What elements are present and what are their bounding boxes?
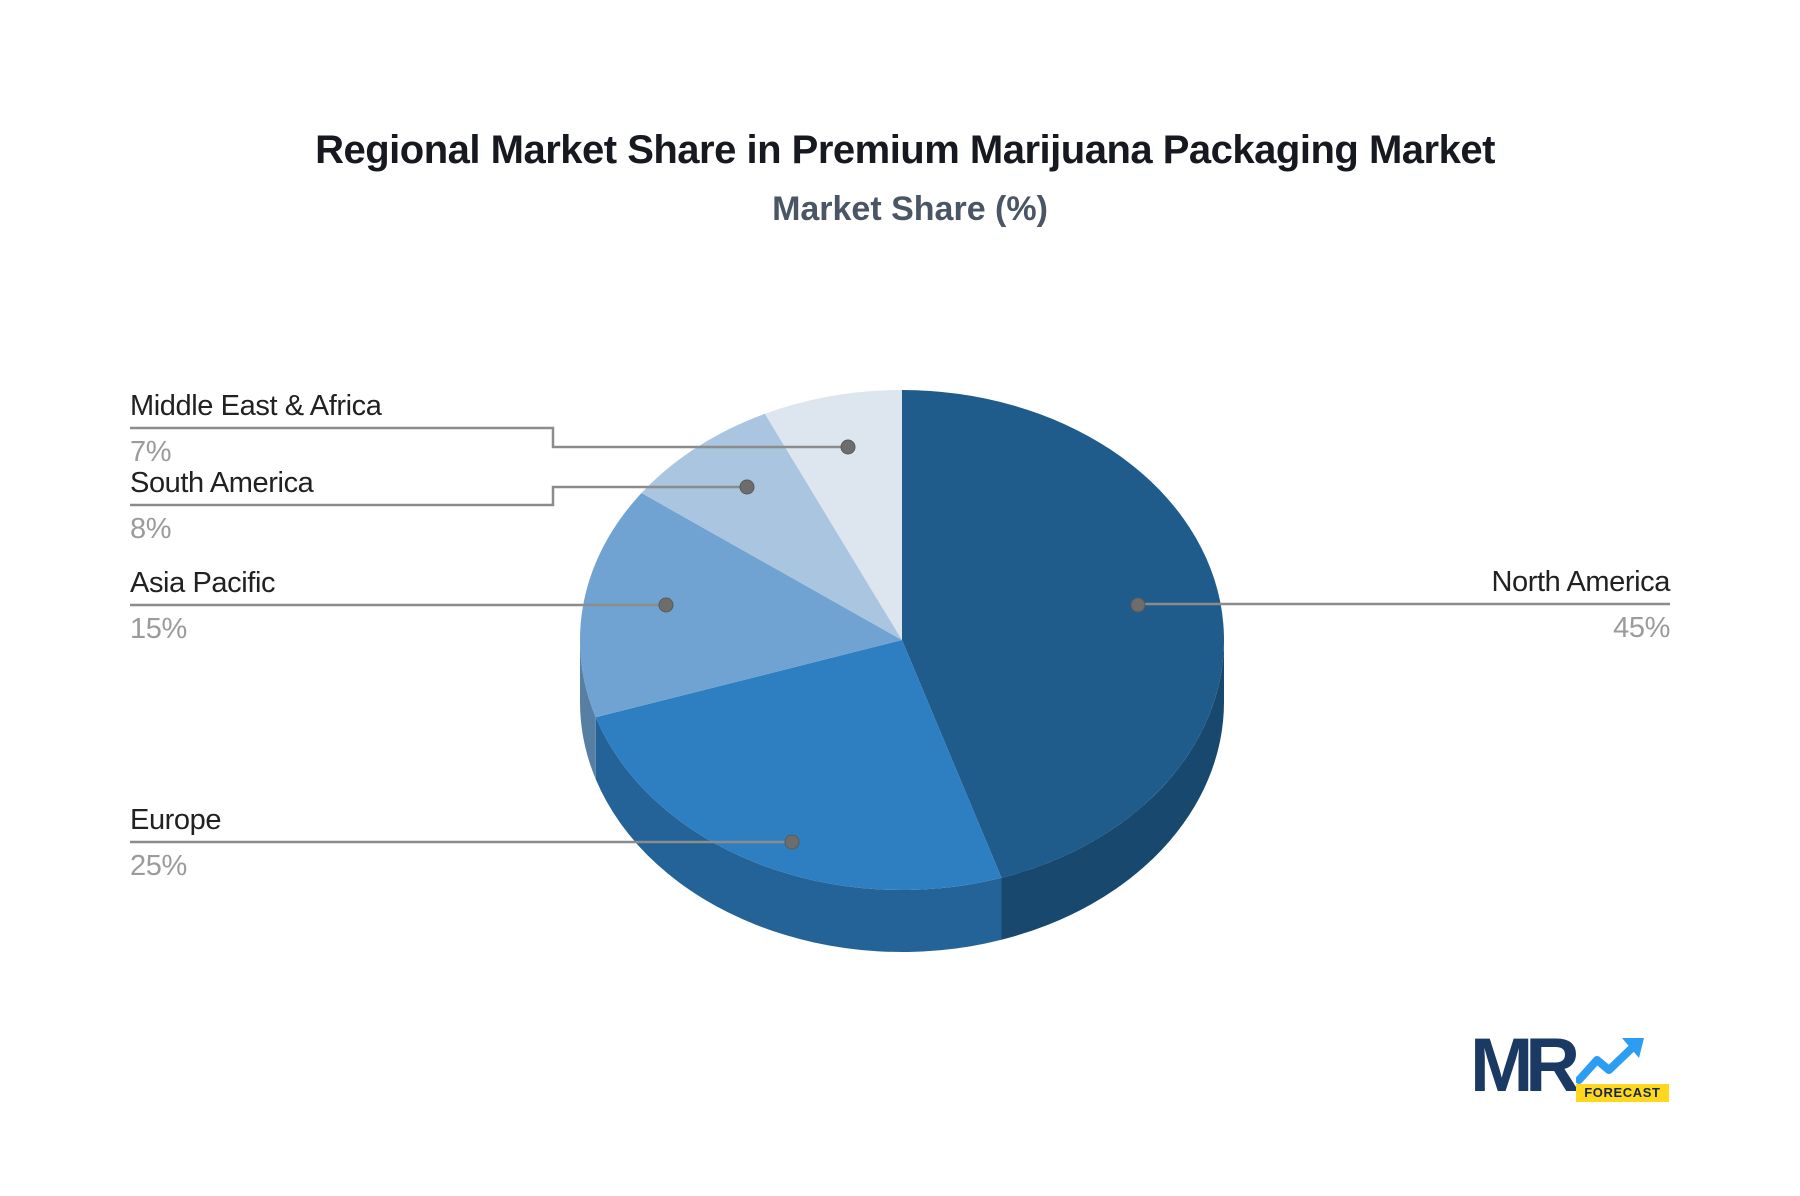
label-europe: Europe [130,804,222,836]
callout-dot-south-america [739,479,755,495]
pie-slice-south-america[interactable] [641,413,902,640]
mr-forecast-logo: MR FORECAST [1470,1023,1669,1108]
pie-slice-middle-east-africa[interactable] [764,390,902,640]
logo-trend-arrow-icon [1576,1038,1645,1084]
percent-asia-pacific: 15% [130,613,187,645]
label-asia-pacific: Asia Pacific [130,567,276,599]
pie-slice-side-europe [595,717,1002,952]
pie-slice-side-asia-pacific [580,640,596,780]
callout-dot-europe [784,834,800,850]
callout-dot-middle-east-africa [840,439,856,455]
logo-forecast-badge: FORECAST [1576,1084,1669,1102]
callout-dot-north-america [1130,597,1146,613]
callout-dot-asia-pacific [658,597,674,613]
callout-line-middle-east-africa [130,426,848,449]
percent-north-america: 45% [1613,612,1670,644]
pie-slice-asia-pacific[interactable] [580,493,902,718]
percent-south-america: 8% [130,513,172,545]
callout-line-south-america [130,485,747,507]
label-middle-east-africa: Middle East & Africa [130,390,382,422]
label-south-america: South America [130,467,314,499]
chart-subtitle: Market Share (%) [772,190,1048,228]
percent-europe: 25% [130,850,187,882]
pie-slice-side-north-america [1001,640,1224,940]
label-north-america: North America [1491,566,1670,598]
pie-slice-north-america[interactable] [902,390,1225,878]
logo-mr-text: MR [1470,1023,1580,1108]
pie-slice-europe[interactable] [595,640,1002,890]
chart-title: Regional Market Share in Premium Marijua… [315,128,1495,172]
percent-middle-east-africa: 7% [130,436,172,468]
